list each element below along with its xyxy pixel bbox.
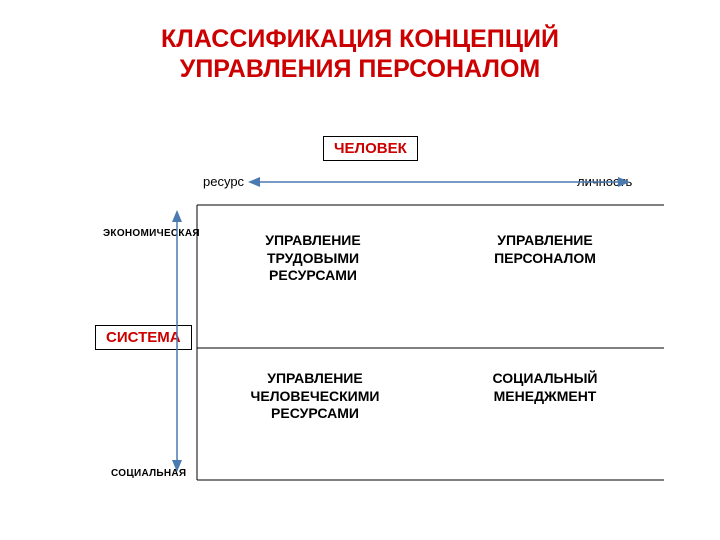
h-axis-left-label: ресурс	[203, 174, 244, 189]
v-axis-box-label: СИСТЕМА	[95, 325, 192, 350]
h-axis-box-label: ЧЕЛОВЕК	[323, 136, 418, 161]
page-title: КЛАССИФИКАЦИЯ КОНЦЕПЦИЙ УПРАВЛЕНИЯ ПЕРСО…	[0, 0, 720, 84]
h-axis-arrow	[248, 177, 630, 187]
quadrant-2-text: УПРАВЛЕНИЕ ПЕРСОНАЛОМ	[460, 232, 630, 267]
quadrant-3-text: УПРАВЛЕНИЕ ЧЕЛОВЕЧЕСКИМИ РЕСУРСАМИ	[215, 370, 415, 423]
h-axis-right-label: личность	[577, 174, 632, 189]
title-line-1: КЛАССИФИКАЦИЯ КОНЦЕПЦИЙ	[161, 25, 559, 53]
quadrant-1-text: УПРАВЛЕНИЕ ТРУДОВЫМИ РЕСУРСАМИ	[228, 232, 398, 285]
title-line-2: УПРАВЛЕНИЯ ПЕРСОНАЛОМ	[180, 55, 540, 83]
v-axis-bottom-label: СОЦИАЛЬНАЯ	[111, 468, 186, 479]
quadrant-4-text: СОЦИАЛЬНЫЙ МЕНЕДЖМЕНТ	[460, 370, 630, 405]
v-axis-top-label: ЭКОНОМИЧЕСКАЯ	[103, 228, 200, 239]
